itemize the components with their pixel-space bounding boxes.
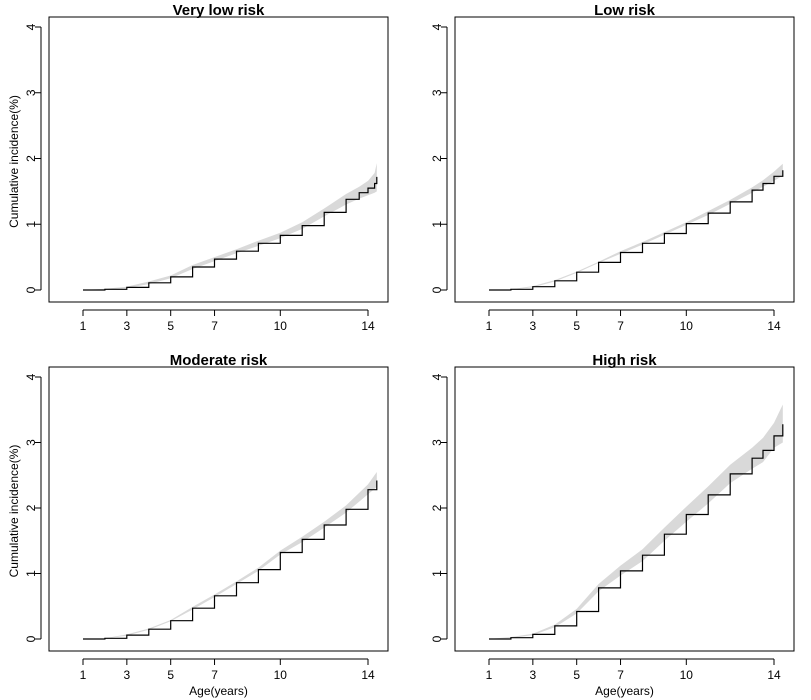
confidence-band: [489, 404, 783, 639]
x-tick-label: 3: [530, 319, 537, 333]
y-tick-label: 1: [24, 570, 38, 577]
panel-very-low-risk: Cumulative incidence(%) 1 3 5 7 10 14 0 1 2 3 4 Ver…: [7, 2, 389, 333]
y-tick-label: 0: [24, 635, 38, 642]
y-tick-label: 2: [430, 155, 444, 162]
x-tick-label: 5: [573, 319, 580, 333]
x-tick-label: 7: [211, 668, 218, 682]
x-tick-label: 7: [211, 319, 218, 333]
x-tick-label: 7: [617, 319, 624, 333]
x-tick-label: 14: [767, 319, 781, 333]
panel-moderate-risk: Cumulative incidence(%) Age(years) 1 3 5 7 1…: [7, 352, 389, 698]
y-tick-label: 3: [24, 89, 38, 96]
x-tick-label: 5: [167, 319, 174, 333]
y-axis-title: Cumulative incidence(%): [7, 445, 21, 578]
x-tick-label: 14: [767, 668, 781, 682]
panel-title: Very low risk: [173, 2, 265, 19]
confidence-band: [489, 163, 783, 290]
x-tick-label: 1: [80, 319, 87, 333]
x-tick-label: 3: [530, 668, 537, 682]
x-tick-label: 14: [361, 319, 375, 333]
panel-title: High risk: [592, 352, 657, 369]
estimate-line: [489, 424, 784, 640]
plot-frame: [454, 16, 795, 303]
x-tick-label: 1: [486, 668, 493, 682]
x-tick-label: 14: [361, 668, 375, 682]
confidence-band: [83, 163, 377, 290]
x-tick-label: 10: [680, 319, 694, 333]
y-tick-label: 4: [24, 373, 38, 380]
x-axis-title: Age(years): [189, 684, 248, 698]
x-tick-label: 1: [486, 319, 493, 333]
x-tick-label: 3: [124, 668, 131, 682]
plot-frame: [48, 16, 389, 303]
x-tick-label: 10: [680, 668, 694, 682]
panel-high-risk: Age(years) 1 3 5 7 10 14 0 1 2 3 4 High risk: [430, 352, 795, 698]
estimate-line: [489, 170, 784, 291]
x-tick-label: 3: [124, 319, 131, 333]
y-tick-label: 1: [430, 221, 444, 228]
estimate-line: [83, 176, 378, 291]
y-tick-label: 4: [24, 23, 38, 30]
x-tick-label: 10: [274, 319, 288, 333]
y-tick-label: 3: [24, 439, 38, 446]
y-tick-label: 0: [24, 286, 38, 293]
panel-title: Moderate risk: [170, 352, 268, 369]
panel-low-risk: 1 3 5 7 10 14 0 1 2 3 4 Low risk: [430, 2, 795, 333]
x-tick-label: 5: [167, 668, 174, 682]
y-tick-label: 2: [430, 504, 444, 511]
y-tick-label: 1: [430, 570, 444, 577]
y-tick-label: 2: [24, 504, 38, 511]
y-tick-label: 0: [430, 635, 444, 642]
x-axis-title: Age(years): [595, 684, 654, 698]
plot-frame: [454, 366, 795, 652]
plot-frame: [48, 366, 389, 652]
panel-title: Low risk: [594, 2, 656, 19]
y-tick-label: 2: [24, 155, 38, 162]
x-tick-label: 1: [80, 668, 87, 682]
y-tick-label: 3: [430, 89, 444, 96]
x-tick-label: 5: [573, 668, 580, 682]
confidence-band: [83, 472, 377, 639]
y-tick-label: 1: [24, 221, 38, 228]
y-axis-title: Cumulative incidence(%): [7, 95, 21, 228]
x-tick-label: 7: [617, 668, 624, 682]
estimate-line: [83, 480, 378, 640]
y-tick-label: 0: [430, 286, 444, 293]
y-tick-label: 4: [430, 23, 444, 30]
y-tick-label: 3: [430, 439, 444, 446]
x-tick-label: 10: [274, 668, 288, 682]
y-tick-label: 4: [430, 373, 444, 380]
